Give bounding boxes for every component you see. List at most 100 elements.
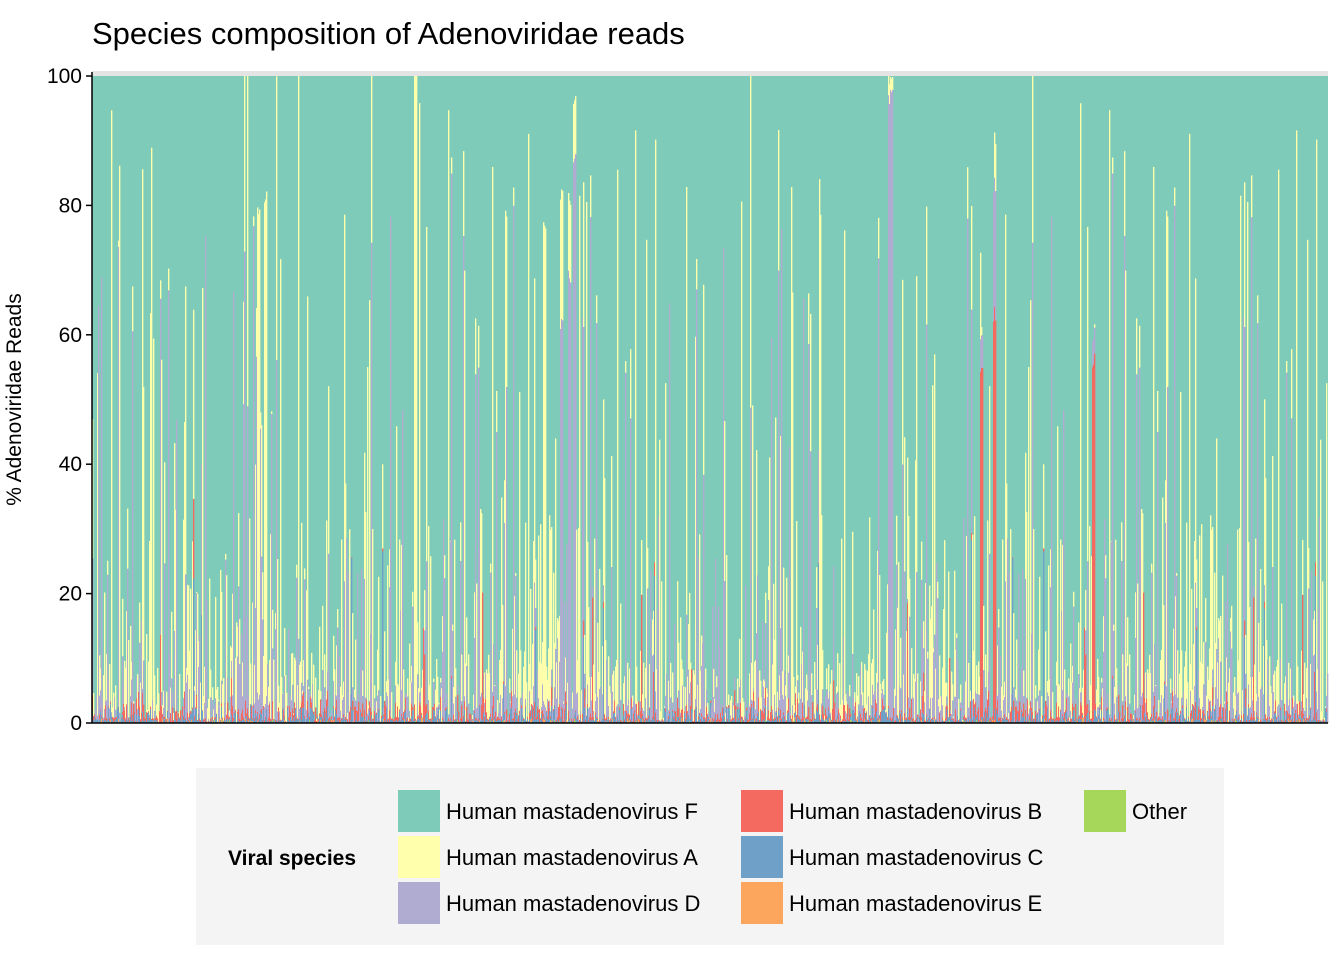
bar-segment [1313,717,1315,718]
bar-segment [1059,720,1061,723]
bar-segment [1106,704,1108,709]
bar-segment [830,712,832,717]
bar-segment [942,717,944,720]
bar-segment [617,716,619,723]
bar-segment [244,720,246,722]
bar-segment [1086,705,1088,716]
bar-segment [1244,327,1246,621]
bar-segment [717,721,719,723]
bar-segment [830,720,832,723]
bar-segment [205,717,207,721]
bar-segment [208,698,210,719]
bar-segment [716,687,718,720]
bar-segment [1173,718,1175,721]
bar-segment [380,696,382,722]
bar-segment [407,717,409,720]
bar-segment [758,697,760,712]
bar-segment [1138,720,1140,722]
bar-segment [564,709,566,722]
plot-background [92,71,1328,79]
bar-segment [404,712,406,720]
bar-segment [690,682,692,706]
bar-segment [321,717,323,723]
bar-segment [759,670,761,721]
bar-segment [1176,575,1178,709]
bar-segment [1085,590,1087,631]
bar-segment [395,685,397,703]
bar-segment [180,710,182,721]
bar-segment [710,700,712,703]
bar-segment [976,717,978,721]
bar-segment [1257,323,1259,717]
bar-segment [153,338,155,719]
bar-segment [1185,719,1187,723]
bar-segment [1281,720,1283,722]
bar-segment [1139,325,1141,368]
bar-segment [1125,701,1127,710]
bar-segment [586,201,588,716]
bar-segment [905,720,907,723]
bar-segment [1271,721,1273,723]
bar-segment [540,720,542,723]
bar-segment [989,718,991,722]
bar-segment [1132,721,1134,723]
bar-segment [474,592,476,638]
bar-segment [883,705,885,710]
bar-segment [214,704,216,718]
bar-segment [1214,709,1216,712]
bar-segment [837,653,839,693]
bar-segment [344,719,346,722]
bar-segment [946,696,948,706]
bar-segment [431,720,433,723]
bar-segment [200,720,202,723]
bar-segment [291,700,293,721]
bar-segment [202,710,204,723]
bar-segment [617,704,619,716]
bar-segment [831,670,833,720]
bar-segment [188,716,190,720]
bar-segment [802,651,804,703]
bar-segment [1025,578,1027,710]
bar-segment [946,682,948,697]
bar-segment [1230,718,1232,723]
bar-segment [350,694,352,707]
bar-segment [981,335,983,368]
bar-segment [531,706,533,719]
bar-segment [450,541,452,719]
bar-segment [953,716,955,719]
bar-segment [1268,697,1270,720]
bar-segment [980,371,982,721]
bar-segment [119,721,121,723]
bar-segment [577,660,579,693]
bar-segment [1019,701,1021,721]
bar-segment [1022,716,1024,723]
bar-segment [953,718,955,722]
bar-segment [891,79,893,93]
bar-segment [942,719,944,723]
bar-segment [452,630,454,722]
bar-segment [203,719,205,722]
bar-segment [1312,720,1314,723]
bar-segment [1029,720,1031,721]
bar-segment [183,519,185,699]
bar-segment [461,705,463,723]
bar-segment [1284,703,1286,716]
bar-segment [754,661,756,702]
bar-segment [914,720,916,722]
bar-segment [404,710,406,713]
bar-segment [842,721,844,723]
bar-segment [1015,689,1017,698]
bar-segment [1107,693,1109,708]
bar-segment [1063,410,1065,718]
bar-segment [345,483,347,717]
bar-segment [1259,671,1261,722]
bar-segment [189,650,191,690]
bar-segment [578,528,580,715]
bar-segment [252,602,254,706]
bar-segment [494,716,496,720]
bar-segment [968,707,970,717]
bar-segment [516,650,518,698]
bar-segment [730,715,732,720]
bar-segment [140,682,142,720]
bar-segment [984,711,986,712]
